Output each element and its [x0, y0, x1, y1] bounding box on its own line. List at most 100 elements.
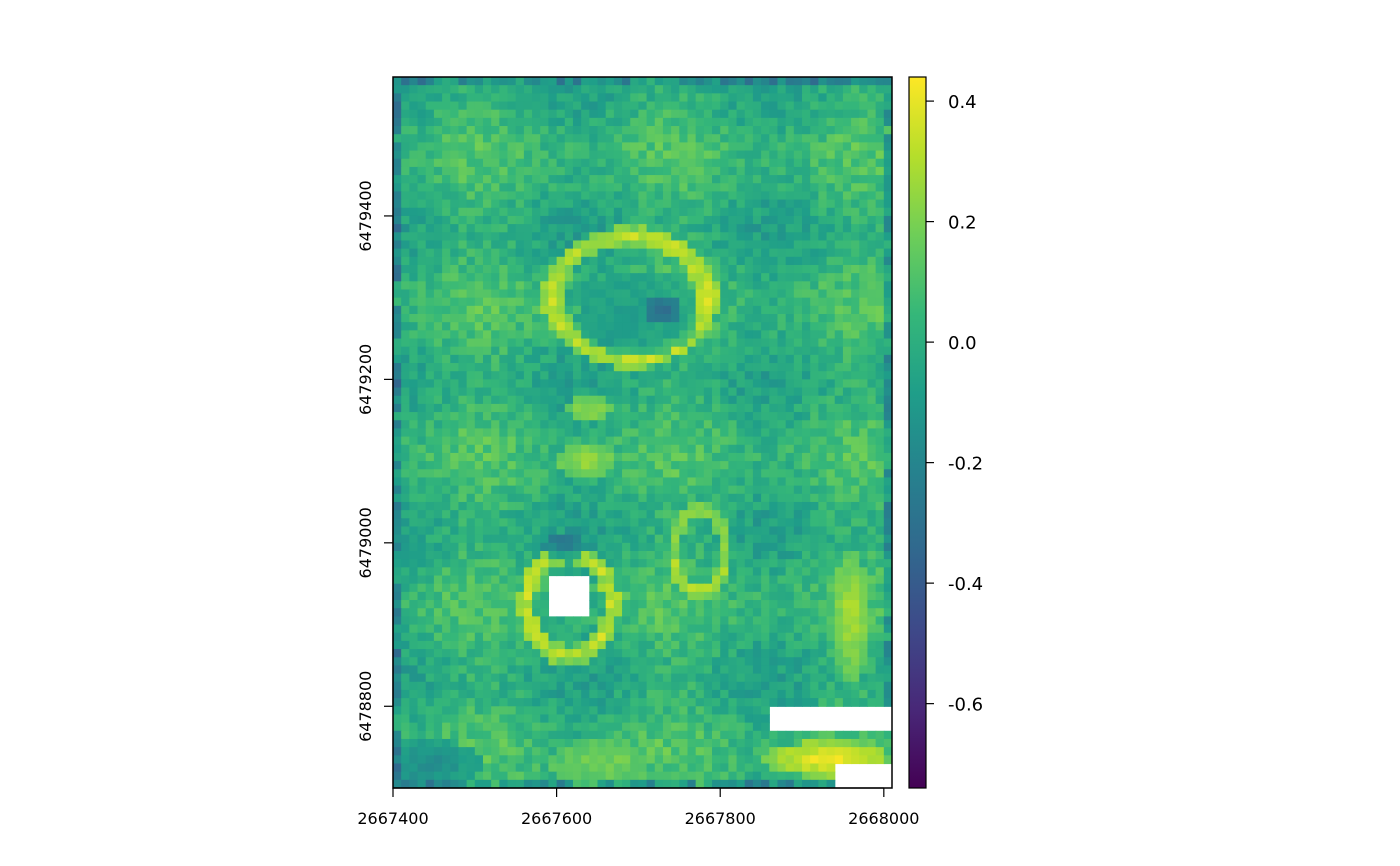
raster-cell [867, 469, 877, 479]
raster-cell [613, 281, 623, 291]
raster-cell [654, 215, 664, 225]
raster-cell [842, 224, 852, 233]
raster-cell [744, 461, 754, 470]
raster-cell [785, 436, 795, 446]
raster-cell [810, 632, 819, 642]
raster-cell [810, 600, 819, 609]
raster-cell [802, 747, 811, 756]
raster-cell [744, 632, 754, 642]
raster-cell [589, 322, 599, 331]
raster-cell [744, 240, 754, 250]
raster-cell [654, 150, 664, 160]
raster-cell [671, 689, 680, 699]
raster-cell [499, 224, 509, 233]
raster-cell [466, 142, 476, 152]
raster-cell [491, 126, 500, 135]
raster-cell [703, 232, 713, 242]
raster-cell [622, 485, 631, 495]
raster-cell [875, 477, 885, 487]
raster-cell [613, 567, 623, 577]
raster-cell [630, 493, 640, 503]
raster-cell [597, 158, 607, 168]
raster-cell [842, 657, 852, 667]
raster-cell [646, 93, 656, 103]
raster-cell [622, 698, 631, 707]
raster-cell [515, 395, 525, 405]
raster-cell [654, 567, 664, 577]
raster-cell [712, 518, 721, 528]
raster-cell [826, 330, 836, 340]
raster-cell [450, 240, 460, 250]
raster-cell [752, 379, 762, 389]
raster-cell [556, 142, 566, 152]
raster-cell [564, 632, 574, 642]
raster-cell [654, 77, 664, 86]
raster-cell [507, 591, 517, 601]
raster-cell [491, 608, 500, 617]
raster-cell [540, 657, 550, 667]
raster-cell [728, 305, 738, 315]
raster-cell [450, 224, 460, 233]
raster-cell [646, 289, 656, 299]
raster-cell [564, 722, 574, 732]
raster-cell [532, 632, 541, 642]
raster-cell [728, 738, 738, 748]
raster-cell [728, 485, 738, 495]
raster-cell [572, 142, 582, 152]
raster-cell [851, 101, 860, 111]
raster-cell [687, 616, 697, 626]
raster-cell [793, 600, 803, 609]
raster-cell [679, 501, 689, 511]
raster-cell [785, 477, 795, 487]
raster-cell [867, 395, 877, 405]
raster-cell [433, 166, 443, 176]
raster-cell [695, 575, 705, 585]
raster-cell [433, 461, 443, 470]
raster-cell [646, 199, 656, 209]
raster-cell [499, 428, 509, 438]
raster-cell [572, 240, 582, 250]
raster-cell [728, 273, 738, 282]
raster-cell [613, 379, 623, 389]
raster-cell [499, 714, 509, 724]
raster-cell [761, 657, 770, 667]
raster-cell [777, 665, 787, 675]
raster-cell [662, 281, 672, 291]
raster-cell [572, 420, 582, 430]
raster-cell [802, 134, 811, 143]
raster-cell [523, 232, 533, 242]
raster-cell [695, 224, 705, 233]
raster-cell [507, 322, 517, 331]
raster-cell [417, 583, 427, 593]
raster-cell [499, 501, 509, 511]
raster-cell [761, 477, 770, 487]
raster-cell [417, 305, 427, 315]
raster-cell [802, 305, 811, 315]
raster-cell [409, 485, 419, 495]
raster-cell [474, 477, 484, 487]
raster-cell [401, 379, 410, 389]
raster-cell [662, 150, 672, 160]
raster-cell [409, 461, 419, 470]
raster-cell [589, 747, 599, 756]
raster-cell [785, 330, 795, 340]
raster-cell [646, 747, 656, 756]
raster-cell [834, 730, 844, 740]
raster-cell [679, 575, 689, 585]
raster-cell [646, 371, 656, 380]
raster-cell [466, 412, 476, 421]
raster-cell [703, 632, 713, 642]
raster-cell [540, 444, 550, 454]
raster-cell [417, 493, 427, 503]
raster-cell [466, 698, 476, 707]
raster-cell [712, 199, 721, 209]
raster-cell [875, 126, 885, 135]
raster-cell [458, 526, 468, 536]
raster-cell [826, 689, 836, 699]
raster-cell [728, 77, 738, 86]
raster-cell [458, 264, 468, 274]
raster-cell [752, 591, 762, 601]
raster-cell [851, 485, 860, 495]
raster-cell [622, 395, 631, 405]
raster-cell [859, 461, 869, 470]
